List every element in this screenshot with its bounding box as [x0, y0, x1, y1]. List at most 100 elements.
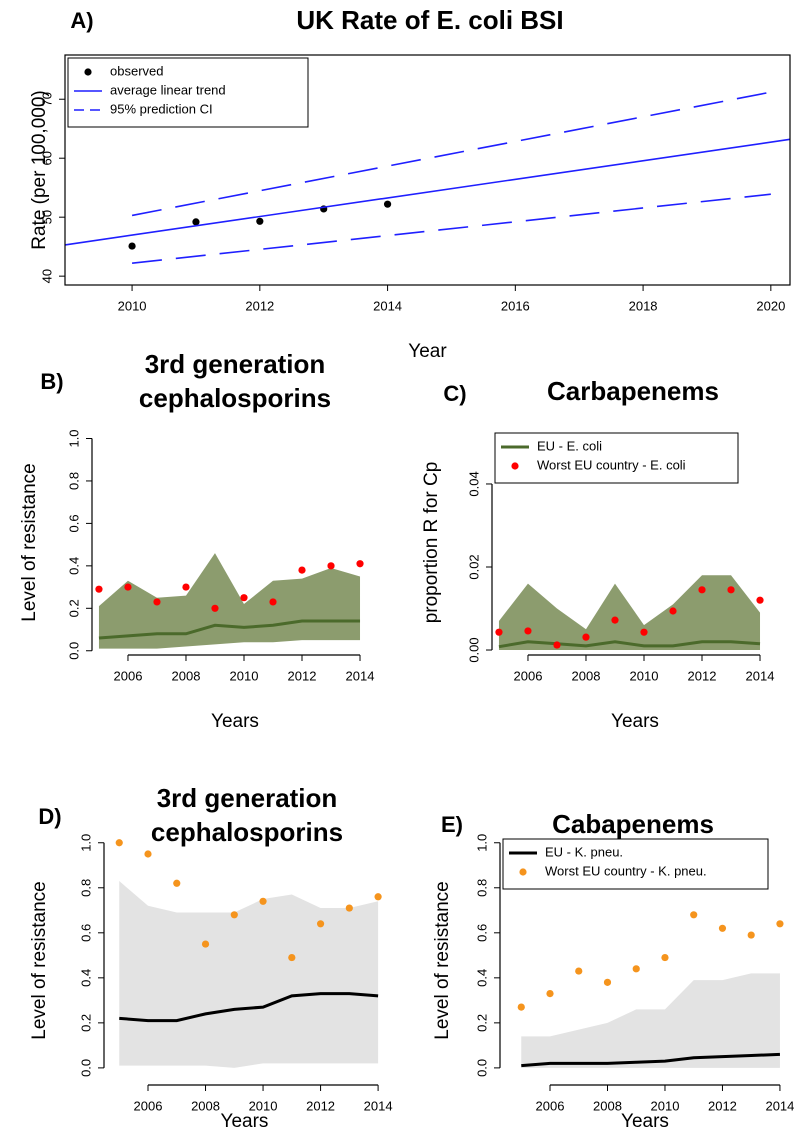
y-tick-label: 0.6: [66, 514, 81, 532]
band: [498, 575, 761, 651]
x-tick-label: 2020: [756, 298, 785, 313]
panel: C) Carbapenems Years proportion R for Cp 200…: [421, 376, 774, 732]
legend-label: 95% prediction CI: [110, 101, 213, 116]
y-tick-label: 1.0: [78, 834, 93, 852]
point: [582, 633, 590, 641]
legend-label: Worst EU country - E. coli: [537, 457, 686, 472]
y-tick-label: 1.0: [474, 834, 489, 852]
x-tick-label: 2010: [118, 298, 147, 313]
point: [240, 594, 248, 602]
panel-label: D): [38, 804, 61, 829]
y-tick-label: 0.04: [466, 471, 481, 496]
y-tick-label: 0.0: [78, 1059, 93, 1077]
point: [669, 607, 677, 615]
y-tick-label: 0.2: [474, 1014, 489, 1032]
point: [269, 598, 277, 606]
plot-frame: [64, 54, 791, 286]
y-axis-label: Level of resistance: [432, 881, 453, 1039]
x-tick-label: 2010: [630, 668, 659, 683]
band: [98, 553, 361, 649]
line: [521, 1052, 780, 1068]
line: [98, 619, 361, 640]
x-tick-label: 2008: [572, 668, 601, 683]
point: [517, 1003, 525, 1011]
x-tick-label: 2006: [134, 1098, 163, 1113]
line: [131, 91, 771, 217]
panel-label: E): [441, 812, 463, 837]
point: [128, 242, 136, 250]
y-axis-label: Level of resistance: [29, 881, 50, 1039]
legend-label: EU - K. pneu.: [545, 844, 623, 859]
point: [747, 931, 755, 939]
point: [383, 200, 392, 208]
x-tick-label: 2014: [746, 668, 775, 683]
y-axis-label: Rate (per 100,000): [29, 90, 50, 250]
point: [173, 879, 181, 887]
legend-box: [494, 432, 739, 484]
x-tick-label: 2012: [688, 668, 717, 683]
point: [124, 583, 132, 591]
panel-label: A): [70, 8, 93, 33]
line: [131, 193, 771, 264]
point: [201, 940, 210, 948]
point: [230, 911, 238, 919]
point: [690, 911, 698, 919]
y-tick-label: 0.2: [66, 599, 81, 617]
point: [115, 839, 123, 847]
point: [495, 628, 503, 636]
x-tick-label: 2014: [346, 668, 375, 683]
point: [356, 560, 364, 568]
x-tick-label: 2006: [536, 1098, 565, 1113]
legend-symbol: [84, 68, 92, 76]
point: [603, 978, 612, 986]
point: [727, 586, 735, 594]
chart-title: 3rd generation: [157, 783, 338, 813]
panel: E) Cabapenems Years Level of resistance 2006…: [432, 809, 794, 1132]
y-tick-label: 40: [39, 269, 54, 283]
legend-label: Worst EU country - K. pneu.: [545, 863, 707, 878]
y-tick-label: 0.6: [474, 924, 489, 942]
point: [211, 604, 219, 612]
panel: D) 3rd generation cephalosporins Years Level…: [29, 783, 393, 1132]
x-axis-label: Years: [211, 711, 259, 732]
point: [182, 583, 190, 591]
x-tick-label: 2014: [373, 298, 402, 313]
y-tick-label: 0.0: [66, 642, 81, 660]
point: [661, 953, 669, 962]
x-axis-label: Years: [621, 1111, 669, 1132]
point: [718, 924, 727, 932]
x-tick-label: 2012: [306, 1098, 335, 1113]
point: [327, 562, 335, 570]
point: [776, 920, 784, 928]
y-tick-label: 1.0: [66, 429, 81, 447]
point: [316, 920, 325, 928]
point: [575, 967, 583, 975]
point: [611, 616, 619, 624]
y-tick-label: 0.6: [78, 924, 93, 942]
point: [153, 598, 161, 606]
point: [288, 953, 296, 962]
y-tick-label: 0.4: [474, 969, 489, 987]
y-tick-label: 0.4: [78, 969, 93, 987]
x-tick-label: 2008: [593, 1098, 622, 1113]
point: [144, 850, 152, 858]
y-tick-label: 0.2: [78, 1014, 93, 1032]
chart-title: Cabapenems: [552, 809, 714, 839]
x-tick-label: 2016: [501, 298, 530, 313]
panel-label: B): [40, 369, 63, 394]
chart-title: Carbapenems: [547, 376, 719, 406]
y-axis-label: Level of resistance: [19, 463, 40, 621]
x-tick-label: 2012: [245, 298, 274, 313]
chart-title: cephalosporins: [151, 817, 343, 847]
x-tick-label: 2014: [765, 1098, 794, 1113]
y-tick-label: 70: [39, 92, 54, 106]
point: [345, 904, 353, 912]
point: [95, 585, 103, 593]
x-tick-label: 2008: [172, 668, 201, 683]
chart-title: 3rd generation: [145, 349, 326, 379]
x-tick-label: 2012: [288, 668, 317, 683]
line: [498, 640, 761, 649]
legend-box: [502, 838, 769, 890]
y-axis-label: proportion R for Cp: [421, 462, 442, 624]
point: [632, 965, 640, 973]
